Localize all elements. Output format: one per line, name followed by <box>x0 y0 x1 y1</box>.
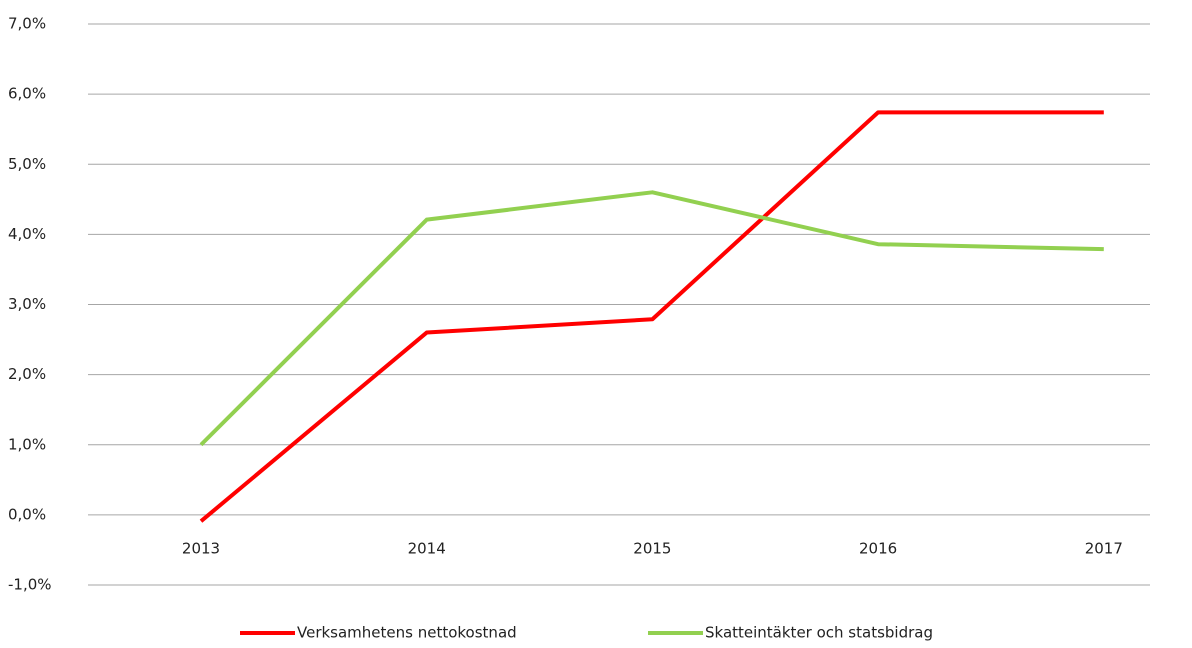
y-tick-label: 6,0% <box>8 85 46 103</box>
y-tick-label: 2,0% <box>8 365 46 383</box>
series-line <box>199 190 1104 447</box>
y-tick-label: 4,0% <box>8 225 46 243</box>
y-tick-label: 7,0% <box>8 15 46 33</box>
y-tick-label: 1,0% <box>8 435 46 453</box>
y-tick-label: 3,0% <box>8 295 46 313</box>
x-tick-label: 2017 <box>1085 539 1123 557</box>
y-tick-label: 0,0% <box>8 505 46 523</box>
x-tick-label: 2013 <box>182 539 220 557</box>
x-tick-label: 2014 <box>408 539 446 557</box>
x-tick-label: 2015 <box>633 539 671 557</box>
legend-label: Skatteintäkter och statsbidrag <box>705 624 933 642</box>
x-tick-label: 2016 <box>859 539 897 557</box>
y-tick-label: 5,0% <box>8 155 46 173</box>
y-tick-label: -1,0% <box>8 576 52 594</box>
series-line <box>199 110 1104 523</box>
legend-label: Verksamhetens nettokostnad <box>297 624 517 642</box>
